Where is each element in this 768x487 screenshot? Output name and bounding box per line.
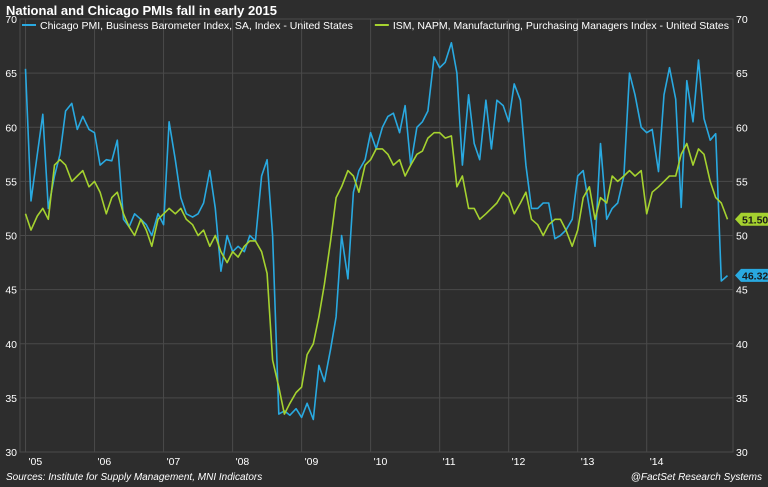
x-tick-label: '13 [581,456,595,468]
y-tick-label-left: 70 [5,14,17,26]
x-tick-label: '07 [167,456,181,468]
y-tick-label-right: 65 [736,68,748,80]
end-badge-1 [735,268,768,282]
legend: Chicago PMI, Business Barometer Index, S… [22,20,729,32]
x-tick-label: '10 [374,456,388,468]
end-badge-label-1: 46.32 [742,270,768,282]
y-tick-label-right: 35 [736,393,748,405]
y-tick-label-right: 55 [736,176,748,188]
axes: 30 30 35 35 40 40 45 45 50 50 55 55 60 60 65 65 70 70 '05 '… [5,14,748,468]
y-tick-label-left: 45 [5,285,17,297]
y-tick-label-left: 55 [5,176,17,188]
x-tick-label: '11 [443,456,456,468]
credit-note: @FactSet Research Systems [630,472,762,483]
y-tick-label-right: 30 [736,447,748,459]
legend-label-2: ISM, NAPM, Manufacturing, Purchasing Man… [393,20,729,32]
y-tick-label-left: 30 [5,447,17,459]
legend-label-1: Chicago PMI, Business Barometer Index, S… [40,20,353,32]
x-tick-label: '06 [98,456,112,468]
y-tick-label-left: 40 [5,339,17,351]
end-badge-label-2: 51.50 [742,214,768,226]
x-tick-label: '08 [236,456,250,468]
chart-title: National and Chicago PMIs fall in early … [6,3,277,18]
y-tick-label-right: 40 [736,339,748,351]
y-tick-label-left: 35 [5,393,17,405]
series-line-1 [24,42,729,421]
x-tick-label: '05 [29,456,43,468]
series-line-2 [24,131,729,415]
x-tick-label: '12 [512,456,526,468]
y-tick-label-right: 45 [736,285,748,297]
y-tick-label-right: 50 [736,231,748,243]
end-value-badges: 46.32 51.50 [735,212,768,282]
y-tick-label-left: 50 [5,231,17,243]
x-tick-label: '09 [305,456,319,468]
y-tick-label-left: 60 [5,122,17,134]
x-tick-label: '14 [650,456,664,468]
end-badge-2 [735,212,768,226]
series-lines [24,42,729,421]
y-tick-label-left: 65 [5,68,17,80]
y-tick-label-right: 60 [736,122,748,134]
y-tick-label-right: 70 [736,14,748,26]
grid-lines [19,18,734,453]
source-note: Sources: Institute for Supply Management… [6,472,263,483]
